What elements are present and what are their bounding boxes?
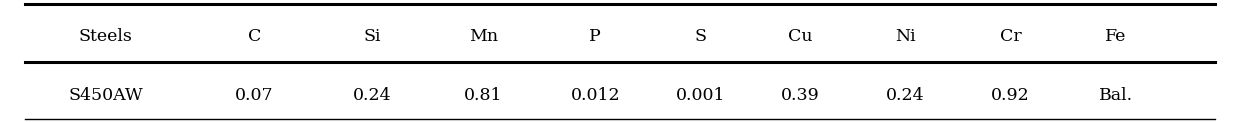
Text: 0.39: 0.39 bbox=[780, 87, 820, 104]
Text: Cr: Cr bbox=[999, 28, 1022, 45]
Text: S450AW: S450AW bbox=[68, 87, 143, 104]
Text: S: S bbox=[694, 28, 707, 45]
Text: 0.24: 0.24 bbox=[352, 87, 392, 104]
Text: Cu: Cu bbox=[787, 28, 812, 45]
Text: Fe: Fe bbox=[1105, 28, 1127, 45]
Text: P: P bbox=[589, 28, 601, 45]
Text: Mn: Mn bbox=[469, 28, 498, 45]
Text: C: C bbox=[248, 28, 260, 45]
Text: Ni: Ni bbox=[895, 28, 915, 45]
Text: 0.07: 0.07 bbox=[234, 87, 274, 104]
Text: 0.012: 0.012 bbox=[570, 87, 620, 104]
Text: Steels: Steels bbox=[78, 28, 133, 45]
Text: 0.24: 0.24 bbox=[885, 87, 925, 104]
Text: 0.92: 0.92 bbox=[991, 87, 1030, 104]
Text: 0.81: 0.81 bbox=[464, 87, 503, 104]
Text: Si: Si bbox=[363, 28, 381, 45]
Text: 0.001: 0.001 bbox=[676, 87, 725, 104]
Text: Bal.: Bal. bbox=[1099, 87, 1133, 104]
